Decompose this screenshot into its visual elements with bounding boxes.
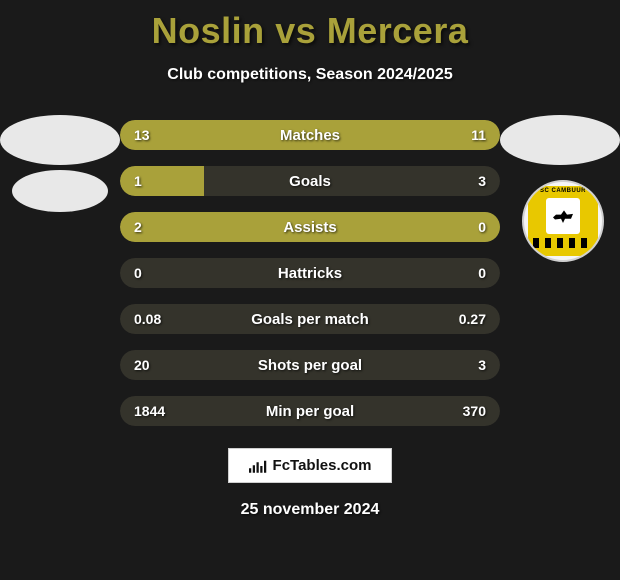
club-logo-name: SC CAMBUUR xyxy=(540,188,586,194)
stat-label: Matches xyxy=(120,120,500,150)
stats-list: 1311Matches 13Goals 20Assists 00Hattricks 0.… xyxy=(120,120,500,426)
stat-row: 0.080.27Goals per match xyxy=(120,304,500,334)
player-right-badge xyxy=(500,115,620,165)
title-vs: vs xyxy=(275,10,316,51)
footer-date: 25 november 2024 xyxy=(241,501,380,519)
title-player-left: Noslin xyxy=(152,10,265,51)
title-player-right: Mercera xyxy=(327,10,469,51)
subtitle: Club competitions, Season 2024/2025 xyxy=(167,66,452,84)
footer-brand-text: FcTables.com xyxy=(273,457,372,474)
stat-row: 1844370Min per goal xyxy=(120,396,500,426)
stat-row: 203Shots per goal xyxy=(120,350,500,380)
player-left-badge xyxy=(0,115,120,165)
stat-label: Goals xyxy=(120,166,500,196)
footer-brand-badge[interactable]: FcTables.com xyxy=(228,448,393,483)
club-logo-shield xyxy=(546,198,580,234)
stat-label: Min per goal xyxy=(120,396,500,426)
page-title: Noslin vs Mercera xyxy=(152,10,469,52)
stat-row: 13Goals xyxy=(120,166,500,196)
main-container: Noslin vs Mercera Club competitions, Sea… xyxy=(0,0,620,580)
stat-row: 1311Matches xyxy=(120,120,500,150)
stat-row: 00Hattricks xyxy=(120,258,500,288)
stat-label: Goals per match xyxy=(120,304,500,334)
club-logo-stripes xyxy=(533,238,593,248)
club-right-logo: SC CAMBUUR xyxy=(522,180,604,262)
stat-label: Hattricks xyxy=(120,258,500,288)
stat-label: Shots per goal xyxy=(120,350,500,380)
club-logo-animal-icon xyxy=(553,209,573,223)
club-logo-inner: SC CAMBUUR xyxy=(528,186,598,256)
player-left-badge-2 xyxy=(12,170,108,212)
stat-row: 20Assists xyxy=(120,212,500,242)
bars-icon xyxy=(249,459,267,473)
stat-label: Assists xyxy=(120,212,500,242)
